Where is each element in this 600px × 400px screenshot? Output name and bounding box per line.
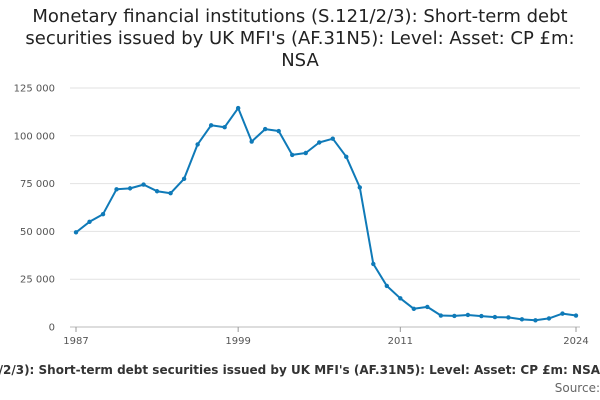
data-point[interactable]	[262, 126, 268, 132]
series-line	[75, 107, 577, 322]
data-point[interactable]	[276, 128, 281, 134]
y-tick-label: 0	[49, 323, 55, 334]
data-point[interactable]	[398, 296, 403, 301]
data-point[interactable]	[303, 150, 308, 156]
data-point[interactable]	[114, 187, 119, 192]
y-tick-label: 100 000	[14, 131, 55, 142]
data-point[interactable]	[479, 313, 484, 319]
data-point[interactable]	[560, 311, 565, 316]
data-point[interactable]	[181, 176, 187, 182]
data-point[interactable]	[546, 316, 552, 321]
data-point[interactable]	[425, 304, 430, 310]
data-point[interactable]	[573, 313, 579, 318]
legend-label: Monetary financial institutions (S.121/2…	[0, 363, 600, 377]
data-point[interactable]	[87, 219, 92, 225]
data-point[interactable]	[384, 283, 390, 289]
data-point[interactable]	[438, 313, 444, 318]
data-point[interactable]	[452, 313, 457, 319]
data-point[interactable]	[519, 317, 525, 322]
data-point[interactable]	[154, 189, 160, 194]
data-point[interactable]	[100, 211, 106, 217]
data-point[interactable]	[290, 152, 295, 158]
data-point[interactable]	[127, 186, 133, 191]
data-point[interactable]	[506, 315, 511, 320]
source-note: Source:	[554, 381, 600, 395]
x-tick-label: 2024	[563, 336, 588, 347]
data-point[interactable]	[465, 312, 471, 318]
data-point[interactable]	[249, 139, 254, 144]
data-point[interactable]	[357, 185, 362, 190]
data-point[interactable]	[317, 140, 322, 145]
x-tick-label: 2011	[388, 336, 413, 347]
y-tick-label: 75 000	[20, 179, 55, 190]
data-point[interactable]	[371, 261, 376, 267]
axes	[70, 326, 580, 332]
y-tick-label: 25 000	[20, 275, 55, 286]
data-point[interactable]	[195, 142, 200, 147]
y-tick-label: 50 000	[20, 227, 55, 238]
series-line-path	[75, 107, 577, 322]
data-point[interactable]	[208, 123, 214, 128]
data-point[interactable]	[168, 190, 173, 196]
series-points	[73, 105, 579, 323]
data-point[interactable]	[330, 136, 335, 141]
x-tick-label: 1987	[63, 336, 88, 347]
chart-title: Monetary financial institutions (S.121/2…	[25, 6, 575, 71]
data-point[interactable]	[344, 154, 349, 160]
data-point[interactable]	[141, 182, 146, 187]
tick-labels: 0 25 000 50 000 75 000 100 000 125 000 1987 199…	[14, 84, 589, 348]
gridlines	[70, 87, 580, 280]
data-point[interactable]	[73, 230, 79, 235]
data-point[interactable]	[492, 314, 498, 320]
y-tick-label: 125 000	[14, 84, 55, 95]
data-point[interactable]	[235, 105, 241, 111]
data-point[interactable]	[411, 306, 417, 312]
data-point[interactable]	[222, 124, 227, 130]
data-point[interactable]	[533, 318, 538, 323]
x-tick-label: 1999	[225, 336, 250, 347]
legend-entry[interactable]: Monetary financial institutions (S.121/2…	[0, 363, 600, 379]
